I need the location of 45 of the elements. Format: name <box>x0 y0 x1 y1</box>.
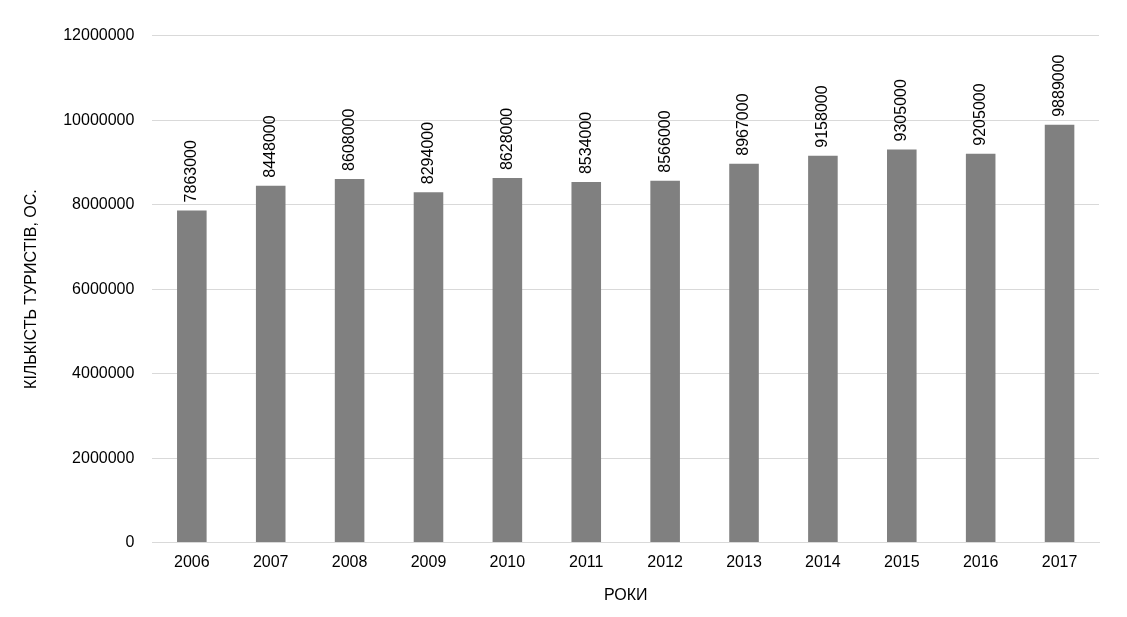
bar <box>887 149 917 543</box>
data-label: 9889000 <box>1049 54 1067 117</box>
x-tick-label: 2017 <box>1041 552 1078 570</box>
x-tick-label: 2011 <box>569 552 604 570</box>
data-label: 9158000 <box>813 85 831 148</box>
x-tick-label: 2009 <box>410 552 447 570</box>
bar <box>965 153 996 543</box>
y-tick-label: 12000000 <box>63 26 135 44</box>
y-tick-label: 0 <box>125 533 135 551</box>
data-label: 8628000 <box>497 107 515 171</box>
x-tick-label: 2008 <box>331 552 368 570</box>
bar <box>177 210 207 543</box>
x-tick-label: 2010 <box>489 552 526 570</box>
y-axis-title: КІЛЬКІСТЬ ТУРИСТІВ, ОС. <box>22 189 40 389</box>
y-tick-label: 10000000 <box>63 110 135 128</box>
data-label: 9205000 <box>971 83 989 146</box>
x-tick-label: 2016 <box>962 552 999 570</box>
x-tick-label: 2015 <box>883 552 920 570</box>
bar <box>492 178 523 543</box>
x-tick-label: 2012 <box>647 552 684 570</box>
x-tick-label: 2013 <box>726 552 762 570</box>
bar <box>1044 124 1075 543</box>
data-label: 8448000 <box>261 115 279 178</box>
data-label: 8608000 <box>340 108 357 171</box>
data-label: 8534000 <box>576 111 594 175</box>
data-label: 8294000 <box>418 121 436 185</box>
bar <box>255 185 286 543</box>
x-tick-label: 2014 <box>805 552 841 570</box>
y-tick-label: 2000000 <box>72 448 135 466</box>
x-tick-label: 2006 <box>174 552 210 570</box>
bar <box>334 178 365 543</box>
data-label: 9305000 <box>892 79 910 142</box>
bar <box>571 182 602 543</box>
bar <box>413 192 444 543</box>
bar <box>729 163 759 543</box>
data-label: 8566000 <box>655 110 673 173</box>
bar <box>808 155 838 543</box>
x-tick-label: 2007 <box>252 552 289 570</box>
y-tick-label: 6000000 <box>72 279 135 297</box>
data-label: 7863000 <box>182 140 200 203</box>
bar <box>650 180 680 543</box>
y-tick-label: 4000000 <box>72 364 135 382</box>
x-axis-title: РОКИ <box>603 585 648 603</box>
data-label: 8967000 <box>734 93 752 156</box>
y-tick-label: 8000000 <box>72 195 135 213</box>
